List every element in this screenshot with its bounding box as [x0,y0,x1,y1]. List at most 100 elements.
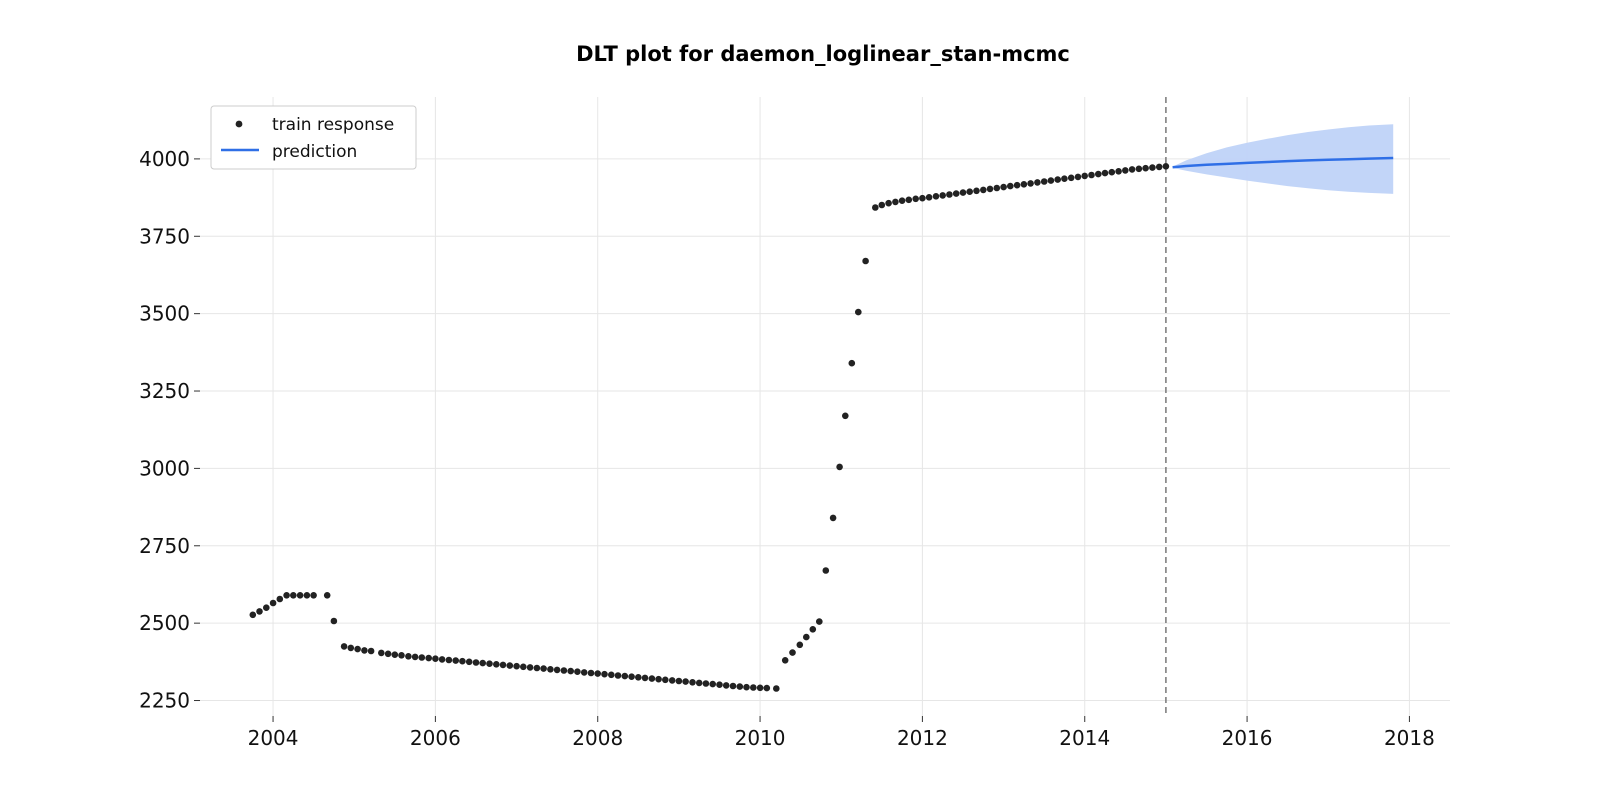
train-response-point [973,187,980,195]
grid-layer [200,97,1450,716]
train-response-point [959,189,967,196]
train-response-point [540,665,547,672]
train-response-point [1000,183,1007,191]
train-response-point [1027,180,1034,187]
train-response-point [276,595,284,603]
train-response-point [756,684,764,692]
legend-box [210,105,417,170]
train-response-point [919,194,926,202]
train-response-point [340,643,348,650]
train-response-point [662,676,669,684]
x-tick-label: 2014 [1059,726,1110,750]
train-response-point [675,677,683,685]
legend-train-marker [235,120,243,128]
train-response-point [842,412,849,420]
train-response-point [872,204,879,211]
train-response-point [898,197,906,204]
prediction-line [1172,156,1394,169]
train-response-point [567,667,574,675]
legend: train response prediction [210,105,417,170]
train-response-point [269,599,277,607]
x-tick-label: 2012 [897,726,948,750]
train-response-point [594,670,601,677]
train-response-point [689,679,696,686]
train-response-point [560,667,568,674]
train-response-point [1020,181,1028,188]
train-response-point [587,669,595,677]
train-response-point [905,196,913,204]
train-response-point [952,190,960,197]
train-response-point [1101,169,1109,177]
train-response-point [1088,171,1095,179]
train-response-point [1142,164,1149,172]
y-tick-label: 3250 [139,379,190,403]
train-response-point [912,195,919,203]
train-response-point [547,666,554,673]
train-response-point [425,654,433,662]
train-response-point [892,198,899,206]
train-response-point [781,657,789,664]
train-response-point [1162,163,1170,170]
train-response-point [418,654,426,661]
train-response-point [980,186,987,194]
train-response-point [648,675,656,682]
train-response-point [411,653,419,661]
train-response-point [520,663,527,671]
train-response-point [465,658,473,666]
x-tick-label: 2018 [1384,726,1435,750]
train-response-point [367,647,375,655]
y-tick-label: 4000 [139,147,190,171]
train-response-point [513,662,520,670]
axis-layer: 2004 2006 2008 2010 2012 2014 2016 2018 2250 2500… [139,147,1435,750]
train-response-point [459,657,466,665]
train-response-point [384,650,392,658]
train-response-point [479,659,487,667]
y-tick-label: 3750 [139,224,190,248]
train-response-point [628,673,635,680]
train-response-point [452,657,460,664]
train-response-point [925,194,933,201]
train-response-point [432,655,439,662]
train-response-point [743,683,750,691]
train-response-point [668,677,676,684]
chart-title: DLT plot for daemon_loglinear_stan-mcmc [576,42,1070,66]
y-tick-label: 2750 [139,534,190,558]
x-tick-label: 2016 [1222,726,1273,750]
train-response-point [702,680,710,687]
train-response-point [862,257,869,265]
train-response-point [682,678,689,685]
train-response-point [829,514,837,522]
prediction-layer [1172,156,1394,169]
train-response-point [939,192,946,199]
train-response-point [855,308,862,316]
train-response-point [256,608,263,615]
train-response-point [405,653,412,660]
legend-prediction-label: prediction [272,142,357,162]
train-response-point [1149,164,1156,171]
train-response-point [1135,165,1143,173]
y-tick-label: 2500 [139,611,190,635]
train-response-point [803,633,810,641]
train-response-point [836,463,843,471]
train-response-point [695,679,703,687]
train-response-point [1122,167,1129,174]
train-response-point [736,683,744,690]
train-response-point [1155,163,1163,171]
train-response-point [763,684,771,692]
train-response-point [635,674,642,681]
train-response-point [601,670,608,678]
train-response-point [296,592,304,599]
train-response-point [1061,175,1068,182]
train-response-point [263,604,270,611]
train-response-point [1054,176,1061,183]
train-response-point [709,680,716,688]
train-response-point [1013,181,1021,189]
train-response-point [1007,182,1014,190]
train-response-point [1095,170,1102,178]
legend-train-label: train response [272,115,394,135]
y-tick-label: 2250 [139,689,190,713]
train-response-point [993,184,1001,192]
prediction-interval-band [1172,124,1394,194]
train-response-point [398,652,405,659]
